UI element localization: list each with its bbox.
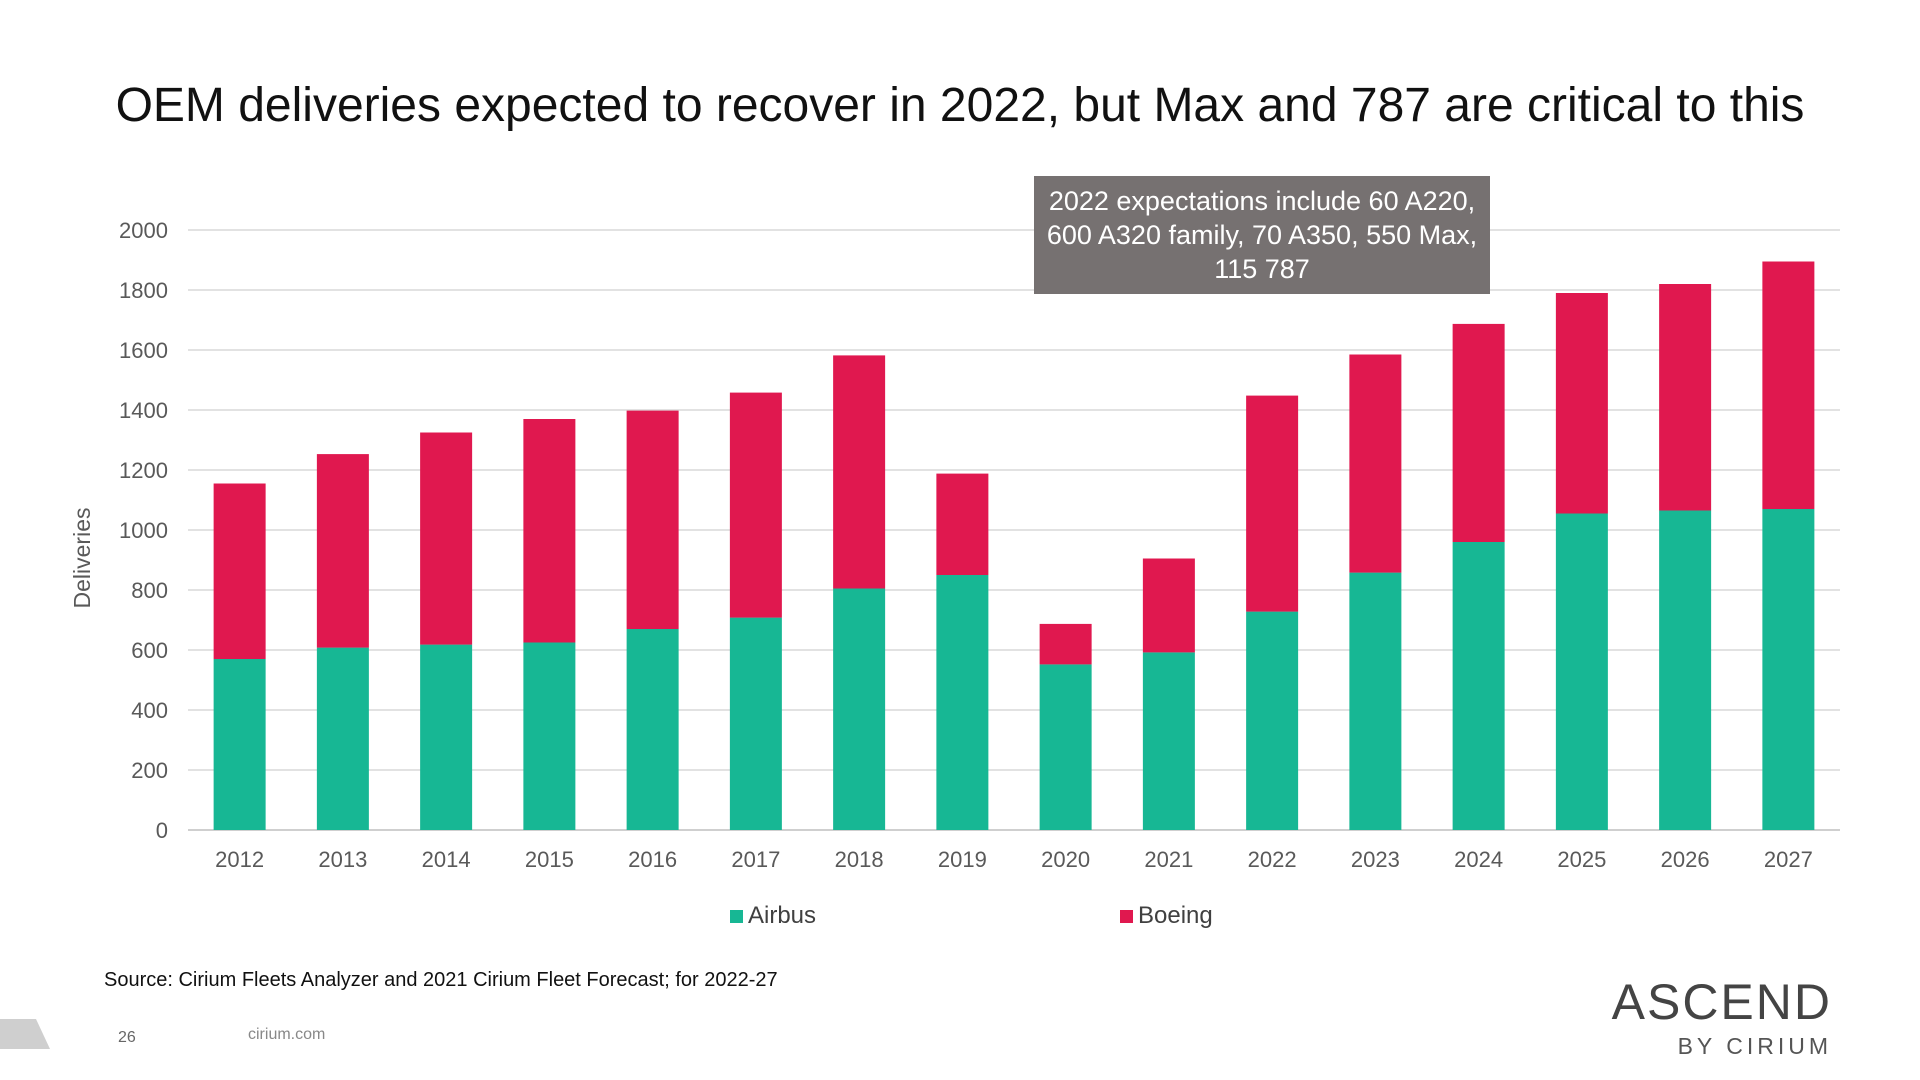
- y-tick-label: 1600: [119, 338, 168, 363]
- x-tick-label: 2024: [1454, 847, 1503, 872]
- y-tick-label: 1000: [119, 518, 168, 543]
- bar-airbus-2021: [1142, 652, 1195, 830]
- x-tick-label: 2020: [1041, 847, 1090, 872]
- y-tick-label: 200: [131, 758, 168, 783]
- x-tick-label: 2018: [835, 847, 884, 872]
- x-tick-label: 2016: [628, 847, 677, 872]
- legend-label-boeing: Boeing: [1138, 902, 1213, 929]
- legend-swatch-boeing: [1120, 909, 1133, 923]
- bar-boeing-2012: [213, 483, 266, 659]
- bar-boeing-2019: [936, 473, 989, 575]
- bar-airbus-2019: [936, 575, 989, 830]
- callout-box: 2022 expectations include 60 A220, 600 A…: [1034, 176, 1490, 294]
- y-tick-label: 1800: [119, 278, 168, 303]
- logo-main-text: ASCEND: [1611, 974, 1832, 1030]
- bar-airbus-2016: [626, 629, 679, 830]
- bar-airbus-2025: [1555, 513, 1608, 830]
- bar-boeing-2015: [523, 419, 576, 643]
- logo-sub-text: BY CIRIUM: [1677, 1033, 1832, 1059]
- x-tick-label: 2021: [1144, 847, 1193, 872]
- footer-url[interactable]: cirium.com: [248, 1026, 326, 1043]
- y-tick-label: 400: [131, 698, 168, 723]
- corner-tab-decoration: [0, 1019, 50, 1049]
- bar-boeing-2025: [1555, 293, 1608, 514]
- slide-title: OEM deliveries expected to recover in 20…: [115, 79, 1805, 132]
- page-number: 26: [118, 1029, 136, 1046]
- x-tick-label: 2013: [318, 847, 367, 872]
- legend-item-boeing: Boeing: [1120, 902, 1213, 930]
- bar-airbus-2020: [1039, 664, 1092, 830]
- x-tick-label: 2026: [1661, 847, 1710, 872]
- x-tick-label: 2027: [1764, 847, 1813, 872]
- x-tick-label: 2012: [215, 847, 264, 872]
- y-tick-label: 1400: [119, 398, 168, 423]
- legend-item-airbus: Airbus: [730, 902, 816, 930]
- legend-swatch-airbus: [730, 909, 743, 923]
- bar-airbus-2024: [1452, 542, 1505, 830]
- x-tick-label: 2025: [1557, 847, 1606, 872]
- y-tick-label: 2000: [119, 218, 168, 243]
- bar-airbus-2015: [523, 642, 576, 830]
- y-tick-label: 800: [131, 578, 168, 603]
- x-tick-label: 2014: [422, 847, 471, 872]
- bar-airbus-2014: [420, 644, 473, 830]
- y-tick-label: 1200: [119, 458, 168, 483]
- bar-airbus-2023: [1349, 572, 1402, 830]
- bar-boeing-2017: [729, 392, 782, 618]
- chart-legend: Airbus Boeing: [0, 902, 1920, 938]
- callout-text: 2022 expectations include 60 A220, 600 A…: [1046, 186, 1478, 284]
- y-tick-label: 0: [156, 818, 168, 843]
- bar-boeing-2023: [1349, 354, 1402, 573]
- bar-airbus-2027: [1762, 509, 1815, 830]
- y-axis-title: Deliveries: [69, 508, 95, 609]
- bar-boeing-2018: [833, 355, 886, 589]
- bar-airbus-2013: [316, 647, 369, 830]
- bar-boeing-2016: [626, 410, 679, 629]
- x-tick-label: 2017: [731, 847, 780, 872]
- legend-label-airbus: Airbus: [748, 902, 817, 929]
- bar-airbus-2012: [213, 659, 266, 830]
- bar-airbus-2022: [1246, 611, 1299, 830]
- bar-boeing-2024: [1452, 323, 1505, 542]
- bar-airbus-2017: [729, 617, 782, 830]
- bar-boeing-2021: [1142, 558, 1195, 653]
- x-tick-label: 2022: [1248, 847, 1297, 872]
- x-tick-label: 2019: [938, 847, 987, 872]
- bar-boeing-2020: [1039, 623, 1092, 665]
- x-tick-label: 2023: [1351, 847, 1400, 872]
- y-tick-label: 600: [131, 638, 168, 663]
- bar-airbus-2026: [1659, 510, 1712, 830]
- bar-boeing-2026: [1659, 284, 1712, 511]
- bar-boeing-2027: [1762, 261, 1815, 509]
- bar-boeing-2014: [420, 432, 473, 645]
- ascend-logo: ASCEND BY CIRIUM: [1612, 975, 1832, 1060]
- bar-boeing-2022: [1246, 395, 1299, 612]
- x-tick-label: 2015: [525, 847, 574, 872]
- bar-boeing-2013: [316, 454, 369, 648]
- source-note: Source: Cirium Fleets Analyzer and 2021 …: [104, 969, 778, 991]
- bar-airbus-2018: [833, 588, 886, 830]
